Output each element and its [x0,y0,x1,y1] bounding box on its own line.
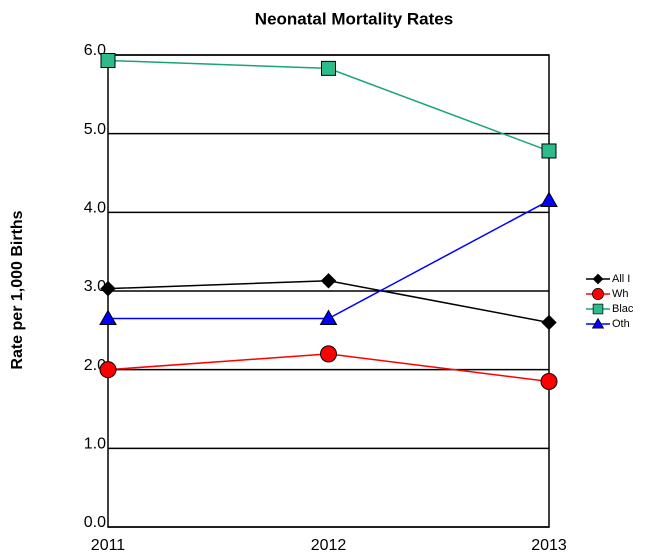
chart-title: Neonatal Mortality Rates [255,9,453,28]
y-tick-label: 3.0 [84,278,106,295]
legend-marker [591,317,605,329]
data-point [540,372,558,390]
x-tick-label: 2012 [311,537,347,554]
data-point [541,314,557,331]
y-axis-label: Rate per 1,000 Births [9,210,26,369]
y-tick-label: 4.0 [84,200,106,217]
legend-marker [592,288,604,300]
data-point [319,309,338,326]
y-tick-label: 5.0 [84,121,106,138]
data-point [99,361,117,379]
data-point [100,280,116,297]
data-point [320,345,337,363]
x-tick-label: 2011 [91,537,126,554]
legend-label: Wh [612,288,629,300]
y-tick-label: 1.0 [84,436,106,453]
data-point [540,191,558,208]
series-line [108,199,550,320]
data-point [100,53,116,69]
data-point [320,273,337,289]
legend-marker [592,273,604,285]
legend-label: Oth [612,318,630,330]
data-point [321,60,336,76]
legend-marker [592,303,604,315]
data-point [541,143,557,159]
legend-label: All I [612,273,630,285]
y-tick-label: 0.0 [84,514,106,531]
legend-label: Blac [612,303,634,315]
x-tick-label: 2013 [531,537,567,554]
data-point [99,309,117,326]
